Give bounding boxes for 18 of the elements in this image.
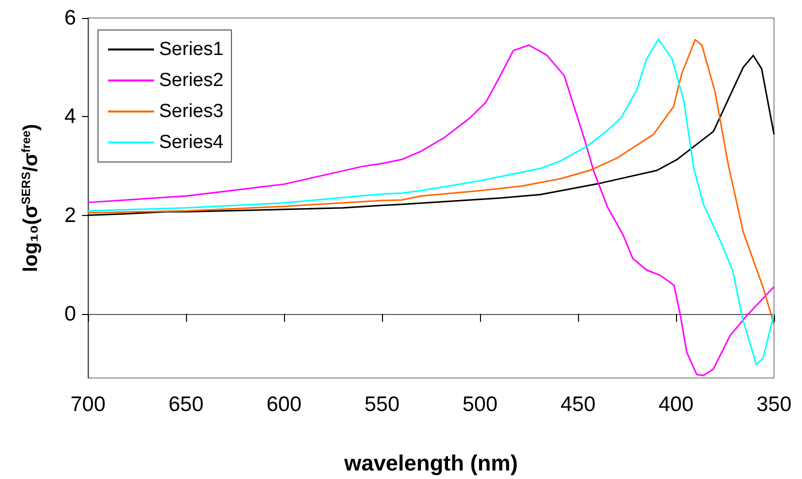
y-tick-label: 4 <box>64 105 76 128</box>
y-tick-label: 0 <box>64 302 76 326</box>
x-axis-title: wavelength (nm) <box>343 450 518 476</box>
x-tick-label: 450 <box>560 393 596 416</box>
legend-label: Series3 <box>159 101 224 122</box>
x-tick-label: 500 <box>462 393 498 416</box>
x-tick-label: 650 <box>168 393 204 416</box>
x-tick-label: 700 <box>70 393 106 416</box>
y-tick-label: 6 <box>64 6 76 30</box>
x-tick-label: 550 <box>364 393 400 416</box>
legend-label: Series2 <box>159 70 224 91</box>
x-tick-label: 350 <box>756 393 792 416</box>
legend-label: Series4 <box>159 132 224 153</box>
x-tick-label: 600 <box>266 393 302 416</box>
x-tick-label: 400 <box>658 393 694 416</box>
y-tick-label: 2 <box>64 204 76 227</box>
y-axis-title: log₁₀(σSERS/σfree) <box>19 124 42 272</box>
legend-label: Series1 <box>159 39 224 60</box>
